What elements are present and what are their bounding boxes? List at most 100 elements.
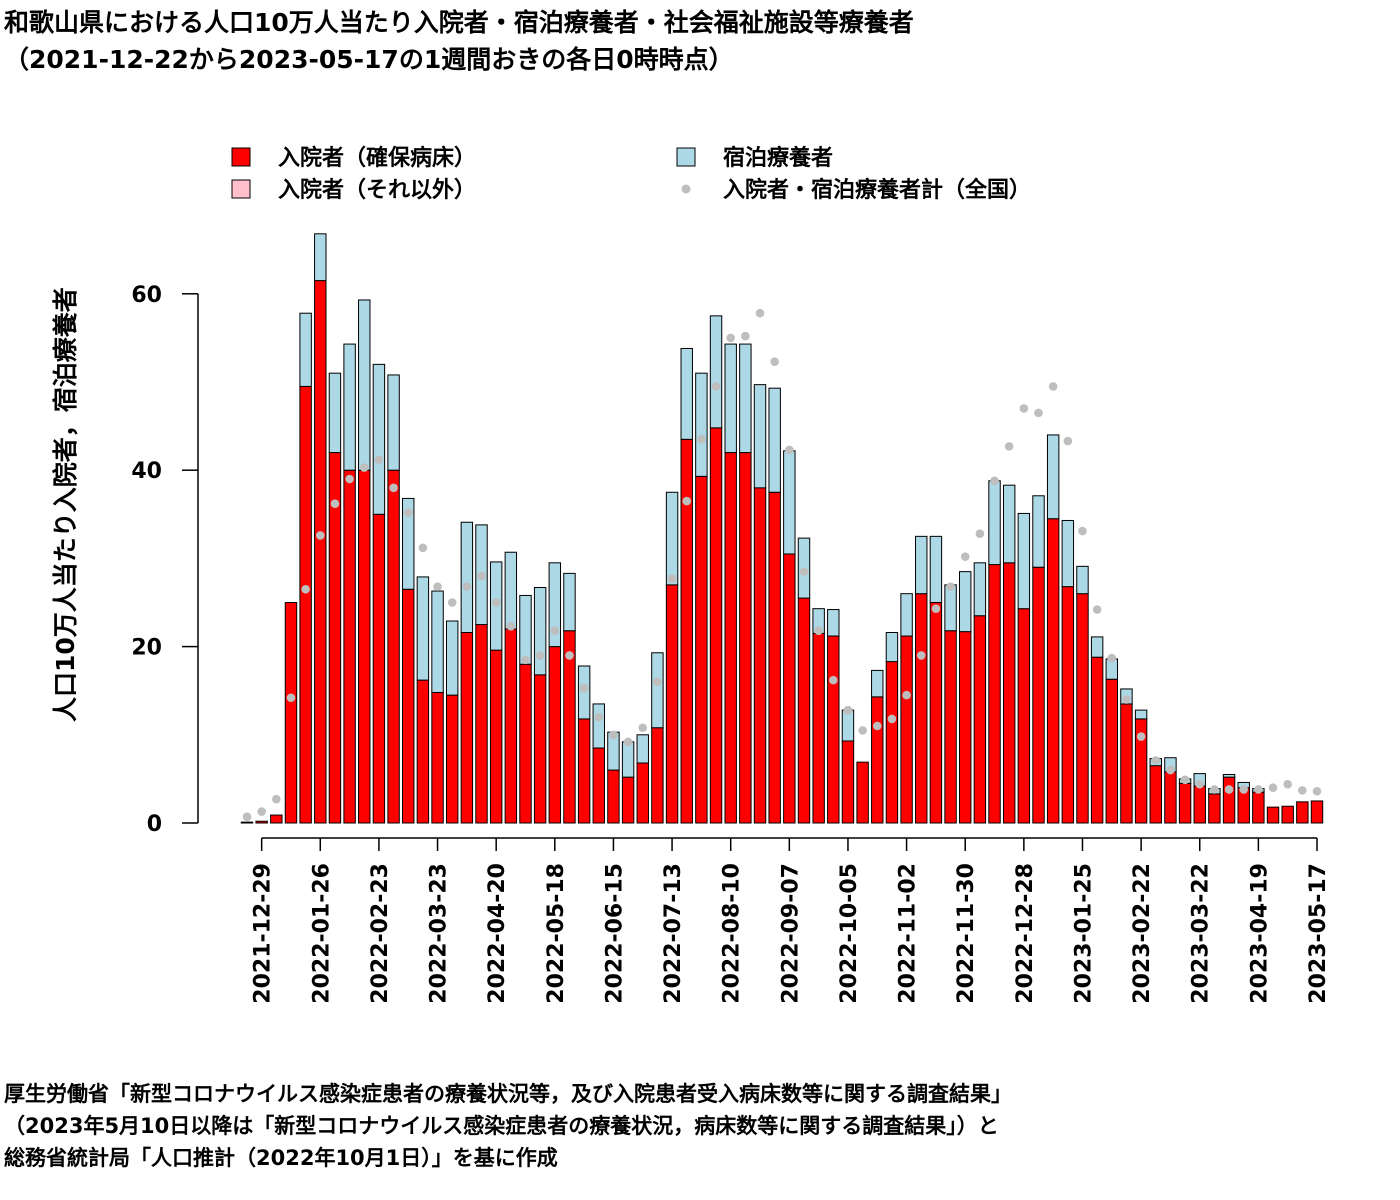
national-total-point: [389, 483, 398, 493]
bar-hospital-secured: [1046, 518, 1060, 824]
national-total-point: [257, 807, 266, 816]
x-axis: 2021-12-29 2022-01-26 2022-02-23 2022-03-23…: [251, 837, 1331, 1004]
source-line-1: 厚生労働省「新型コロナウイルス感染症患者の療養状況等，及び入院患者受入病床数等に…: [4, 1082, 1012, 1106]
bar-hotel-recuperation: [841, 709, 855, 742]
legend-label: 入院者・宿泊療養者計（全国）: [723, 177, 1031, 203]
bar-hotel-recuperation: [695, 372, 708, 477]
bar-hotel-recuperation: [753, 384, 767, 489]
national-total-point: [433, 582, 442, 591]
bar-hotel-recuperation: [1046, 434, 1060, 520]
national-total-point: [770, 357, 779, 367]
chart-subtitle: （2021-12-22から2023-05-17の1週間おきの各日0時時点）: [4, 45, 734, 74]
national-total-point: [785, 445, 794, 455]
legend-swatch: [676, 147, 696, 167]
national-total-point: [301, 584, 310, 594]
bar-hotel-recuperation: [387, 374, 400, 471]
bar-hospital-secured: [548, 646, 562, 824]
bar-hotel-recuperation: [944, 584, 957, 632]
national-total-point: [1312, 786, 1322, 796]
national-total-point: [814, 626, 823, 636]
bar-hotel-recuperation: [416, 576, 430, 681]
x-tick-label: 2022-05-18: [544, 863, 569, 1004]
bar-hospital-secured: [739, 452, 752, 824]
national-total-point: [960, 552, 970, 561]
bar-hospital-secured: [1032, 566, 1045, 824]
legend-label: 入院者（確保病床）: [278, 145, 476, 171]
national-total-point: [916, 651, 926, 660]
bar-hospital-secured: [768, 491, 781, 824]
national-total-point: [1004, 442, 1014, 451]
bar-hotel-recuperation: [709, 315, 723, 429]
bar-hospital-secured: [533, 674, 547, 824]
national-total-point: [1210, 785, 1219, 794]
bar-hospital-secured: [665, 584, 679, 824]
bar-hospital-secured: [915, 593, 928, 824]
bar-hotel-recuperation: [372, 363, 386, 515]
bar-hospital-secured: [1017, 608, 1031, 824]
bar-hospital-secured: [284, 602, 298, 824]
bar-hotel-recuperation: [651, 652, 664, 729]
bar-hospital-secured: [314, 280, 327, 824]
bar-hotel-recuperation: [358, 299, 371, 471]
bar-hospital-secured: [240, 821, 254, 824]
national-total-point: [1078, 526, 1087, 536]
national-total-point: [462, 582, 472, 591]
bar-hotel-recuperation: [402, 497, 415, 590]
bar-hospital-secured: [827, 635, 840, 824]
bar-hotel-recuperation: [665, 491, 679, 586]
national-total-point: [711, 382, 721, 391]
bar-hotel-recuperation: [724, 343, 737, 454]
bar-hotel-recuperation: [739, 343, 752, 454]
national-total-point: [799, 567, 809, 576]
national-total-point: [1063, 436, 1073, 446]
bar-hospital-secured: [812, 632, 825, 824]
bar-hospital-secured: [402, 588, 415, 824]
national-total-point: [1224, 785, 1234, 794]
bar-hotel-recuperation: [636, 734, 649, 764]
national-total-point: [667, 574, 677, 583]
x-tick-label: 2022-06-15: [602, 863, 627, 1004]
national-total-point: [1239, 785, 1249, 794]
bar-hospital-secured: [1296, 801, 1309, 824]
source-note: 厚生労働省「新型コロナウイルス感染症患者の療養状況等，及び入院患者受入病床数等に…: [4, 1078, 1396, 1174]
bar-hospital-secured: [1222, 776, 1236, 824]
legend-dot: [681, 184, 691, 194]
bar-hotel-recuperation: [343, 343, 356, 471]
bar-hotel-recuperation: [504, 551, 518, 630]
bar-hotel-recuperation: [577, 665, 591, 720]
y-tick-label: 60: [131, 283, 162, 308]
bar-hospital-secured: [475, 624, 488, 824]
national-total-point: [1151, 756, 1161, 765]
x-tick-label: 2022-04-20: [485, 863, 510, 1004]
legend-swatch: [231, 147, 251, 167]
bar-hospital-secured: [1149, 765, 1162, 824]
national-total-point: [741, 331, 750, 341]
national-total-point: [843, 705, 853, 715]
bar-hospital-secured: [1266, 806, 1280, 824]
national-total-point: [946, 582, 955, 591]
national-total-point: [609, 730, 618, 740]
national-total-point: [579, 683, 589, 693]
bar-hotel-recuperation: [900, 593, 913, 637]
bar-hotel-recuperation: [445, 620, 459, 696]
national-total-point: [594, 712, 604, 722]
y-tick-label: 40: [131, 459, 162, 484]
x-tick-label: 2022-12-28: [1013, 863, 1038, 1004]
bar-hospital-secured: [460, 631, 474, 824]
bar-hotel-recuperation: [959, 571, 972, 633]
bar-hospital-secured: [871, 696, 884, 824]
bar-hotel-recuperation: [1134, 709, 1148, 720]
bar-hospital-secured: [1252, 791, 1265, 824]
national-total-point: [477, 571, 486, 581]
bar-hospital-secured: [929, 602, 943, 824]
bar-hospital-secured: [431, 691, 444, 824]
bar-hospital-secured: [519, 663, 532, 824]
bar-hospital-secured: [1002, 562, 1016, 824]
bar-hospital-secured: [255, 820, 268, 824]
bar-hospital-secured: [1310, 800, 1324, 824]
bars-group: [240, 233, 1324, 824]
bar-hospital-secured: [973, 615, 987, 824]
national-total-point: [1092, 605, 1102, 614]
bar-hotel-recuperation: [1222, 773, 1236, 778]
national-total-point: [1180, 775, 1190, 785]
